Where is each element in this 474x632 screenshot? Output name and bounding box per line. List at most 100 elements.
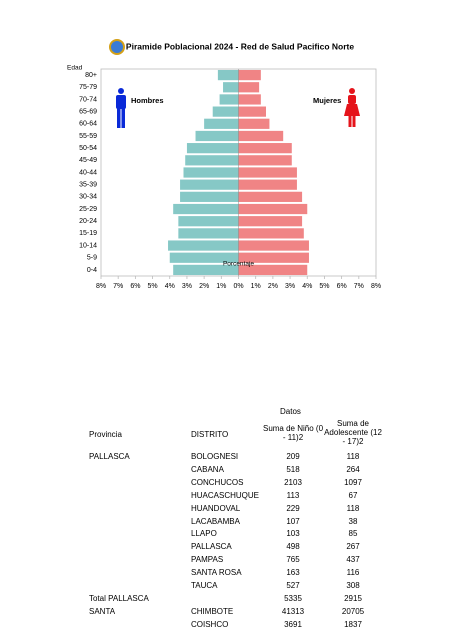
column-header: Provincia	[89, 430, 122, 439]
cell-value: 163	[286, 568, 300, 578]
district-name: HUANDOVAL	[191, 503, 241, 513]
bar	[169, 252, 239, 263]
cell-value: 1837	[344, 619, 362, 629]
bar	[238, 179, 297, 190]
cell-value: 1097	[344, 477, 362, 487]
bar	[173, 264, 239, 276]
y-tick-label: 65-69	[79, 108, 97, 115]
bar	[178, 228, 239, 239]
district-name: HUACASCHUQUE	[191, 490, 260, 500]
bar	[238, 240, 309, 251]
district-name: SANTA ROSA	[191, 568, 242, 578]
cell-value: 113	[286, 490, 300, 500]
bar	[168, 240, 239, 251]
bar	[238, 130, 284, 142]
bar	[238, 167, 297, 178]
male-icon	[116, 88, 126, 128]
legend-label: Mujeres	[313, 96, 341, 105]
cell-value: 5335	[284, 593, 302, 603]
y-tick-label: 40-44	[79, 169, 97, 176]
column-header: Suma de Niño (0 - 11)2	[262, 424, 324, 442]
bar	[219, 94, 239, 105]
cell-value: 38	[348, 516, 358, 526]
bar	[238, 216, 303, 227]
district-name: CABANA	[191, 464, 224, 474]
x-tick-label: 0%	[233, 283, 243, 290]
x-tick-label: 8%	[371, 283, 381, 290]
row-label: SANTA	[89, 606, 116, 616]
x-tick-label: 3%	[182, 283, 192, 290]
cell-value: 116	[346, 568, 360, 578]
bar	[238, 264, 308, 276]
y-axis-label: Edad	[67, 65, 83, 72]
x-axis-label: Porcentaje	[223, 261, 254, 268]
cell-value: 498	[286, 542, 300, 552]
cell-value: 209	[286, 452, 300, 461]
district-name: PALLASCA	[191, 542, 232, 552]
row-label: Total PALLASCA	[89, 593, 149, 603]
x-tick-label: 6%	[337, 283, 347, 290]
x-tick-label: 8%	[96, 283, 106, 290]
bar	[238, 118, 270, 129]
x-tick-label: 7%	[113, 283, 123, 290]
y-tick-label: 15-19	[79, 230, 97, 237]
legend-label: Hombres	[131, 96, 164, 105]
bar	[238, 252, 309, 263]
column-header: DISTRITO	[191, 430, 229, 439]
group-header: Datos	[280, 407, 301, 416]
bar	[173, 203, 239, 215]
bar	[223, 82, 239, 93]
bar	[183, 167, 239, 178]
x-tick-label: 2%	[199, 283, 209, 290]
cell-value: 308	[346, 581, 360, 590]
x-tick-label: 1%	[216, 283, 226, 290]
y-tick-label: 75-79	[79, 84, 97, 91]
bar	[238, 228, 304, 239]
cell-value: 229	[286, 503, 300, 513]
y-tick-label: 25-29	[79, 206, 97, 213]
cell-value: 41313	[281, 606, 305, 616]
x-tick-label: 6%	[130, 283, 140, 290]
column-header: Suma de Adolescente (12 - 17)2	[324, 419, 382, 446]
bar	[195, 130, 239, 142]
bar	[238, 191, 303, 202]
row-label: PALLASCA	[89, 452, 130, 461]
cell-value: 103	[286, 529, 300, 539]
cell-value: 85	[348, 529, 358, 539]
y-tick-label: 5-9	[87, 255, 97, 262]
y-tick-label: 55-59	[79, 133, 97, 140]
y-tick-label: 45-49	[79, 157, 97, 164]
y-tick-label: 30-34	[79, 194, 97, 201]
bar	[217, 69, 239, 81]
cell-value: 267	[346, 542, 360, 552]
cell-value: 2915	[344, 593, 362, 603]
bar	[180, 179, 239, 190]
cell-value: 2103	[284, 477, 302, 487]
district-name: LACABAMBA	[191, 516, 240, 526]
cell-value: 118	[346, 452, 360, 461]
district-name: TAUCA	[191, 581, 218, 590]
y-tick-label: 0-4	[87, 267, 97, 274]
y-tick-label: 70-74	[79, 96, 97, 103]
x-tick-label: 4%	[165, 283, 175, 290]
district-name: LLAPO	[191, 529, 217, 539]
x-tick-label: 7%	[354, 283, 364, 290]
bar	[180, 191, 239, 202]
y-tick-label: 10-14	[79, 242, 97, 249]
bar	[186, 143, 239, 154]
bar	[238, 106, 266, 117]
district-name: BOLOGNESI	[191, 452, 239, 461]
cell-value: 20705	[341, 606, 365, 616]
bar	[238, 69, 261, 81]
cell-value: 107	[286, 516, 300, 526]
bar	[238, 155, 292, 166]
district-name: CONCHUCOS	[191, 477, 244, 487]
district-name: COISHCO	[191, 619, 229, 629]
y-tick-label: 35-39	[79, 182, 97, 189]
bar	[178, 216, 239, 227]
cell-value: 3691	[284, 619, 302, 629]
logo	[109, 39, 125, 55]
cell-value: 518	[286, 464, 300, 474]
